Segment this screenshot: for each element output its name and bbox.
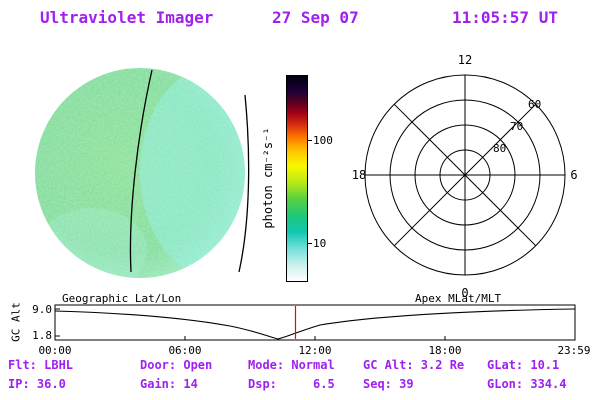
status-gain: Gain: 14 — [140, 377, 198, 391]
polar-grid — [364, 74, 566, 276]
mlt-label-0: 0 — [461, 286, 468, 300]
mlat-label-80: 80 — [493, 142, 506, 155]
status-ip: IP: 36.0 — [8, 377, 66, 391]
uv-disk-image — [35, 68, 250, 278]
gc-alt-axis-label: GC Alt — [9, 302, 23, 342]
ytick-1-8: 1.8 — [32, 329, 52, 342]
status-dsp: Dsp: 6.5 — [248, 377, 335, 391]
xtick-2359: 23:59 — [557, 344, 591, 357]
xtick-1200: 12:00 — [298, 344, 332, 357]
status-glat: GLat: 10.1 — [487, 358, 560, 372]
xtick-0000: 00:00 — [38, 344, 72, 357]
xtick-0600: 06:00 — [168, 344, 202, 357]
colorbar-tick-mark-100 — [307, 140, 312, 141]
gc-alt-strip-chart — [54, 304, 576, 341]
mlat-label-70: 70 — [510, 120, 523, 133]
header-time: 11:05:57 UT — [452, 8, 558, 27]
status-seq: Seq: 39 — [363, 377, 414, 391]
polar-plot: 12 18 6 0 60 70 80 — [352, 53, 578, 300]
terminator-line — [129, 69, 153, 273]
colorbar-tick-100: 100 — [313, 134, 333, 147]
colorbar-label: photon cm⁻²s⁻¹ — [261, 127, 275, 229]
strip-chart-ticks — [54, 308, 576, 340]
strip-label-apex: Apex MLat/MLT — [415, 292, 502, 305]
strip-chart-frame — [54, 304, 576, 341]
gc-alt-curve — [54, 308, 576, 340]
mlt-label-6: 6 — [570, 168, 577, 182]
ytick-9: 9.0 — [32, 303, 52, 316]
limb-arc-line — [238, 94, 250, 273]
mlt-label-18: 18 — [352, 168, 366, 182]
page-title: Ultraviolet Imager — [40, 8, 214, 27]
xtick-1800: 18:00 — [428, 344, 462, 357]
colorbar-tick-mark-10 — [307, 243, 312, 244]
mlat-label-60: 60 — [528, 98, 541, 111]
earth-disk — [35, 68, 245, 278]
colorbar-tick-10: 10 — [313, 237, 327, 250]
status-gc-alt: GC Alt: 3.2 Re — [363, 358, 465, 372]
status-door: Door: Open — [140, 358, 213, 372]
strip-label-geographic: Geographic Lat/Lon — [62, 292, 182, 305]
status-flt: Flt: LBHL — [8, 358, 74, 372]
status-glon: GLon: 334.4 — [487, 377, 567, 391]
header-date: 27 Sep 07 — [272, 8, 359, 27]
colorbar — [286, 75, 308, 282]
status-mode: Mode: Normal — [248, 358, 335, 372]
mlt-label-12: 12 — [458, 53, 472, 67]
